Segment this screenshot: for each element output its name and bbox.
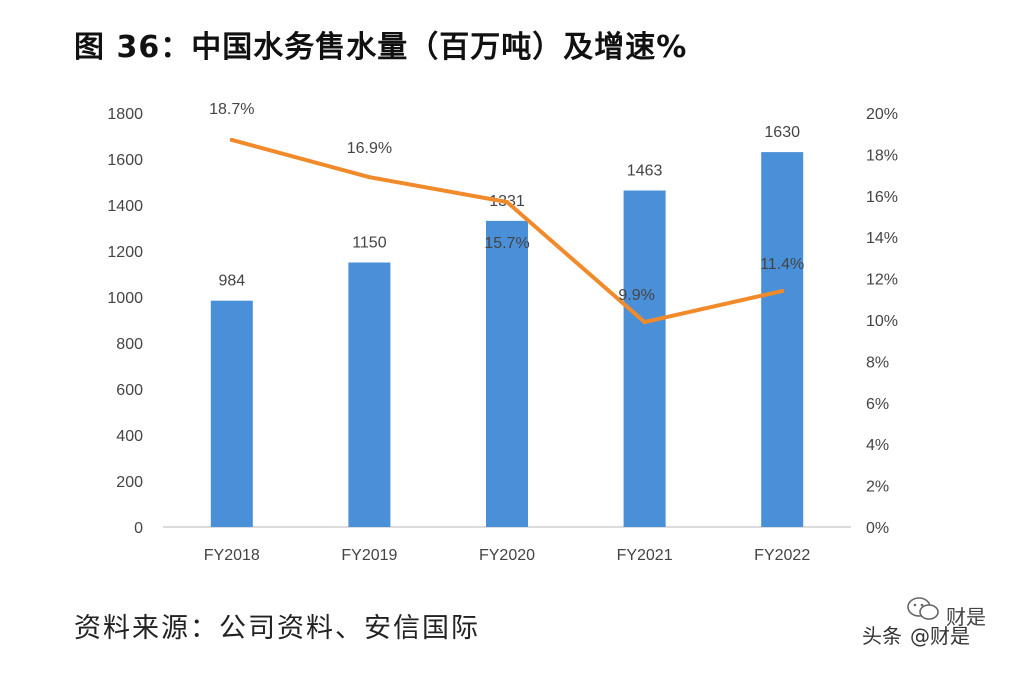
- y-left-tick-label: 0: [134, 520, 143, 537]
- y-right-tick-label: 6%: [866, 396, 889, 413]
- x-tick-label: FY2020: [479, 547, 535, 564]
- y-left-tick-label: 1200: [107, 244, 143, 261]
- line-value-label: 15.7%: [484, 235, 529, 252]
- growth-rate-point: [229, 137, 234, 142]
- y-right-tick-label: 0%: [866, 520, 889, 537]
- x-tick-label: FY2018: [204, 547, 260, 564]
- y-left-tick-label: 600: [116, 382, 143, 399]
- bar-fy2022: [761, 152, 804, 527]
- watermark-platform: 头条: [862, 624, 902, 648]
- y-left-tick-label: 200: [116, 474, 143, 491]
- y-right-tick-label: 20%: [866, 106, 898, 123]
- bar-fy2021: [623, 190, 666, 527]
- bar-value-label: 1630: [764, 124, 800, 141]
- y-right-tick-label: 12%: [866, 272, 898, 289]
- y-right-tick-label: 10%: [866, 313, 898, 330]
- y-right-tick-label: 16%: [866, 189, 898, 206]
- bar-value-label: 984: [218, 273, 245, 290]
- wechat-bubble-icon: [907, 597, 939, 620]
- growth-rate-point: [642, 320, 647, 325]
- line-value-label: 16.9%: [347, 140, 392, 157]
- y-left-tick-label: 1400: [107, 198, 143, 215]
- x-tick-label: FY2022: [754, 547, 810, 564]
- watermark-handle: @财是: [910, 624, 970, 648]
- growth-rate-point: [367, 175, 372, 180]
- y-right-tick-label: 8%: [866, 354, 889, 371]
- bar-fy2018: [210, 300, 253, 527]
- y-left-tick-label: 1000: [107, 290, 143, 307]
- y-left-tick-label: 1600: [107, 152, 143, 169]
- y-right-tick-label: 2%: [866, 479, 889, 496]
- chart-title: 图 36：中国水务售水量（百万吨）及增速%: [74, 30, 688, 65]
- source-note: 资料来源：公司资料、安信国际: [74, 613, 480, 644]
- y-right-tick-label: 18%: [866, 147, 898, 164]
- growth-rate-point: [505, 200, 509, 205]
- watermark-brand: 财是: [946, 605, 986, 629]
- line-value-label: 11.4%: [760, 256, 804, 273]
- x-tick-label: FY2019: [341, 547, 397, 564]
- y-left-tick-label: 400: [116, 428, 143, 445]
- bar-fy2020: [486, 220, 528, 527]
- y-left-tick-label: 800: [116, 336, 143, 353]
- y-left-tick-label: 1800: [107, 106, 143, 123]
- growth-rate-point: [780, 289, 785, 294]
- watermark: 头条 @财是: [862, 620, 970, 649]
- y-right-tick-label: 4%: [866, 437, 889, 454]
- line-value-label: 9.9%: [618, 287, 654, 304]
- bar-fy2019: [348, 262, 391, 527]
- y-right-tick-label: 14%: [866, 230, 898, 247]
- bar-value-label: 1150: [352, 235, 387, 252]
- bar-value-label: 1463: [627, 163, 663, 180]
- x-tick-label: FY2021: [617, 547, 673, 564]
- line-value-label: 18.7%: [209, 101, 254, 118]
